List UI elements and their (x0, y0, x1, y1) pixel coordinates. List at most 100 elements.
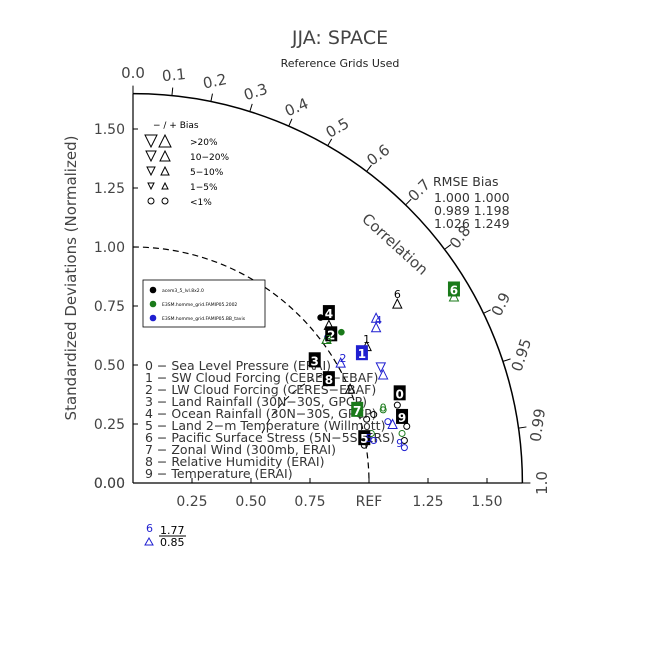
point-box (322, 371, 335, 387)
rmse-bias-row: 1.000 1.000 (434, 190, 510, 205)
bias-up-triangle-icon (161, 181, 169, 190)
point-box (355, 345, 368, 361)
bias-down-triangle-icon (144, 134, 158, 149)
corr-tick (171, 87, 174, 96)
series-name: acem3_5_lvl.8x2.0 (162, 288, 204, 294)
bias-legend-label: 5−10% (190, 168, 224, 178)
point-label: 6 (450, 283, 458, 297)
x-tick-label: 0.25 (176, 494, 207, 510)
corr-tick-label: 0.5 (323, 114, 353, 142)
variable-list: 0 − Sea Level Pressure (ERAI)1 − SW Clou… (145, 358, 395, 481)
point-box (308, 352, 321, 368)
rmse-bias-row: 1.026 1.249 (434, 216, 510, 231)
bias-circle-marker (398, 429, 406, 437)
point-label: 1 (363, 333, 370, 346)
corr-tick-label: 0.3 (242, 80, 270, 104)
corr-tick-label: 0.6 (363, 141, 393, 170)
bias-circle-marker (384, 418, 392, 426)
point-label: 3 (325, 333, 332, 346)
point-box (351, 401, 364, 417)
bias-legend-header: − / + Bias (153, 121, 199, 131)
corr-tick (327, 138, 333, 147)
y-tick-label: 1.50 (94, 122, 125, 138)
y-tick-label: 0.00 (94, 476, 125, 492)
point-box (358, 430, 371, 446)
point-box (325, 326, 338, 342)
point-label: 5 (360, 432, 368, 446)
series-legend-box (142, 279, 266, 328)
x-tick-label: 1.50 (471, 494, 502, 510)
x-origin-label: 0.00 (94, 476, 125, 492)
point-label: 9 (398, 411, 406, 425)
corr-tick (483, 309, 491, 314)
bias-triangle-marker (377, 368, 389, 380)
corr-tick (502, 358, 511, 362)
bias-up-triangle-icon (158, 133, 172, 148)
outer-arc (132, 92, 524, 484)
variable-entry: 8 − Relative Humidity (ERAI) (145, 454, 324, 469)
y-axis-label: Standardized Deviations (Normalized) (62, 136, 80, 421)
bias-triangle-marker (335, 357, 346, 368)
point-box (447, 281, 460, 297)
x-tick-label: REF (356, 494, 383, 510)
variable-entry: 3 − Land Rainfall (30N−30S, GPCP) (145, 394, 367, 409)
corr-tick (405, 198, 412, 206)
bias-triangle-marker (448, 290, 460, 302)
bias-up-triangle-icon (160, 165, 170, 176)
x-tick-label: 0.50 (235, 494, 266, 510)
point-label: 9 (396, 437, 403, 450)
point-label: 7 (353, 404, 361, 418)
point-label: 0 (380, 401, 387, 414)
outlier-triangle-icon (144, 536, 154, 546)
point-box (396, 408, 409, 424)
variable-entry: 6 − Pacific Surface Stress (5N−5S, ERS) (145, 430, 395, 445)
point-label: 4 (375, 314, 382, 327)
series-dot-icon (149, 314, 157, 322)
bias-legend: − / + Bias >20% 10−20% 5−10% 1−5% <1% (144, 121, 229, 208)
corr-tick (210, 93, 213, 102)
chart-subtitle: Reference Grids Used (281, 57, 400, 70)
series-dot-icon (149, 286, 157, 294)
outlier-note: 6 1.770.85 (144, 522, 186, 549)
corr-tick-label: 0.2 (201, 70, 228, 92)
variable-entry: 2 − LW Cloud Forcing (CERES−EBAF) (145, 382, 376, 397)
outlier-value-top: 1.77 (160, 524, 185, 537)
bias-down-triangle-icon (146, 166, 156, 177)
corr-tick (288, 118, 293, 127)
bias-circle-marker (400, 444, 408, 452)
bias-legend-label: <1% (190, 198, 212, 208)
corr-tick-label: 0.4 (282, 94, 311, 120)
bias-circle-marker (400, 437, 408, 445)
variable-entry: 1 − SW Cloud Forcing (CERES−EBAF) (145, 370, 378, 385)
y-tick-label: 0.50 (94, 358, 125, 374)
corr-tick-label: 0.9 (488, 290, 515, 319)
series-name: E3SM.homme_grid.FAMIP05.BB_tavis (162, 316, 246, 322)
variable-entry: 0 − Sea Level Pressure (ERAI) (145, 358, 331, 373)
bias-circle-marker (370, 411, 378, 419)
bias-legend-label: 1−5% (190, 183, 218, 193)
y-tick-label: 1.00 (94, 240, 125, 256)
bias-circle-marker (363, 415, 371, 423)
outlier-label: 6 (146, 522, 153, 535)
y-tick-label: 0.75 (94, 299, 125, 315)
variable-entry: 5 − Land 2−m Temperature (Willmott) (145, 418, 385, 433)
variable-entry: 7 − Zonal Wind (300mb, ERAI) (145, 442, 336, 457)
series-dot-icon (149, 300, 157, 308)
variable-entry: 9 − Temperature (ERAI) (145, 466, 293, 481)
bias-triangle-marker (370, 321, 382, 333)
corr-tick (366, 164, 372, 172)
reference-arc (132, 246, 370, 484)
bias-circle-marker (370, 437, 378, 445)
corr-tick-label: 0.95 (508, 336, 536, 373)
bias-circle-marker (393, 401, 401, 409)
series-point (338, 328, 345, 336)
corr-tick-label: 0.0 (121, 64, 145, 82)
corr-tick-label: 0.99 (527, 407, 550, 443)
series-point (317, 314, 324, 321)
bias-circle-marker (379, 406, 387, 414)
bias-down-triangle-icon (147, 182, 155, 191)
corr-tick-label: 1.0 (533, 471, 551, 495)
corr-tick-label: 0.1 (161, 65, 187, 85)
rmse-bias-row: 0.989 1.198 (434, 203, 510, 218)
